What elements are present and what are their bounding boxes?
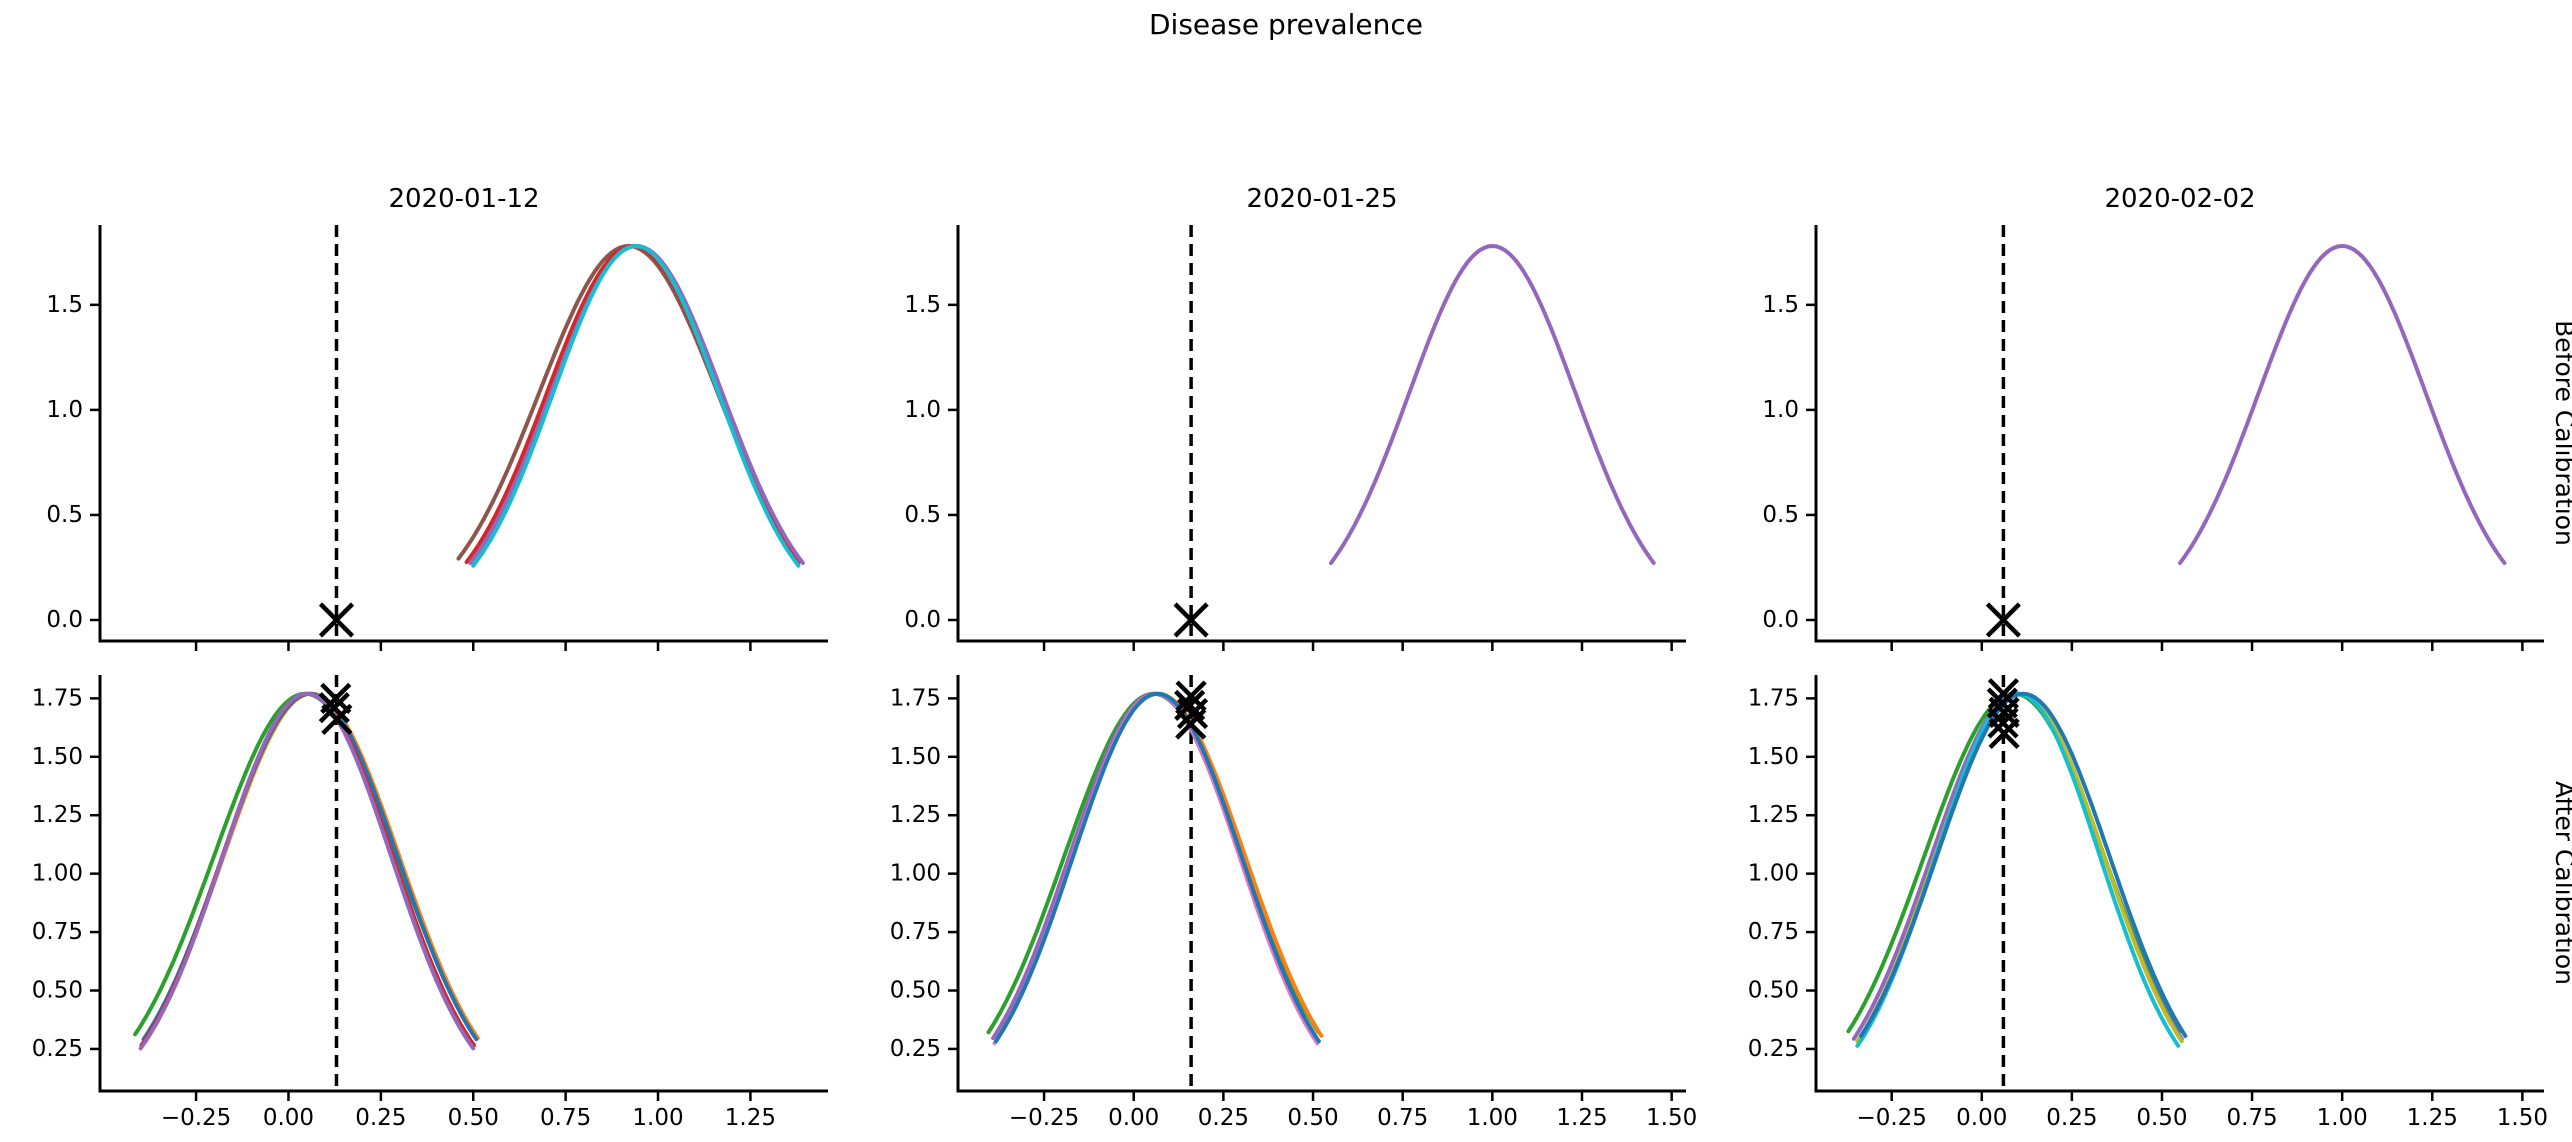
x-marker-3 [1175,708,1207,740]
y-tick-label: 1.00 [32,861,83,887]
x-tick-label: −0.25 [1856,1105,1926,1131]
x-marker-3 [1987,707,2019,739]
y-tick-label: 1.75 [1748,685,1799,711]
x-tick-label: 1.00 [2317,1105,2368,1131]
x-tick-label: 0.00 [263,1105,314,1131]
y-tick-label: 0.5 [904,502,941,528]
x-tick-label: 0.25 [1198,1105,1249,1131]
y-tick-label: 0.5 [46,502,83,528]
density-curve-3 [471,244,801,568]
subplot-after-2020-01-12: −0.25 0.00 0.25 0.50 0.75 1.00 1.25 0.25 0.50 0.7… [32,675,828,1131]
subplot-after-2020-01-25: −0.25 0.00 0.25 0.50 0.75 1.00 1.25 1.50 0.25 0.5… [890,675,1697,1131]
y-tick-label: 0.50 [890,978,941,1004]
density-curve-2 [141,691,479,1042]
subplot-title-2: 2020-01-25 [1246,184,1397,214]
x-tick-label: 0.75 [1377,1105,1428,1131]
y-tick-label: 0.25 [1748,1036,1799,1062]
x-tick-label: 1.25 [725,1105,776,1131]
x-tick-label: 0.25 [355,1105,406,1131]
y-tick-label: 1.00 [1748,861,1799,887]
y-tick-label: 1.75 [890,685,941,711]
y-tick-label: 0.25 [32,1036,83,1062]
x-tick-label: 0.75 [2226,1105,2277,1131]
x-tick-label: 0.25 [2046,1105,2097,1131]
x-marker-2 [1176,697,1209,730]
y-tick-label: 1.25 [32,802,83,828]
y-tick-label: 0.25 [890,1036,941,1062]
y-tick-label: 1.0 [1762,397,1799,423]
density-curve-0 [133,691,478,1037]
x-tick-label: −0.25 [161,1105,231,1131]
y-tick-label: 0.50 [1748,978,1799,1004]
y-tick-label: 0.50 [32,978,83,1004]
x-marker-1 [318,692,350,724]
row-label-after-calibration: After Calibration [2550,781,2572,985]
x-marker-0 [318,602,355,638]
density-curve-0 [1329,244,1656,565]
y-tick-label: 1.50 [890,744,941,770]
subplot-before-2020-01-25: 0.0 0.5 1.0 1.5 [904,225,1686,651]
y-tick-label: 1.50 [32,744,83,770]
x-tick-label: −0.25 [1009,1105,1079,1131]
subplot-title-1: 2020-01-12 [388,184,539,214]
density-curve-0 [986,691,1321,1035]
x-marker-0 [1173,602,1209,638]
x-tick-label: 0.00 [1956,1105,2007,1131]
y-tick-label: 1.25 [1748,802,1799,828]
density-curve-4 [138,691,476,1051]
density-curve-4 [1859,691,2188,1038]
y-tick-label: 0.5 [1762,502,1799,528]
y-tick-label: 1.5 [904,292,941,318]
y-tick-label: 1.5 [1762,292,1799,318]
x-tick-label: 0.50 [1287,1105,1338,1131]
y-tick-label: 1.5 [46,292,83,318]
y-tick-label: 0.0 [1762,607,1799,633]
subplot-before-2020-01-12: 0.0 0.5 1.0 1.5 [46,225,828,651]
density-curve-1 [143,691,480,1041]
y-tick-label: 1.0 [904,397,941,423]
x-tick-label: 1.50 [2497,1105,2548,1131]
y-tick-label: 1.75 [32,685,83,711]
x-tick-label: 0.50 [448,1105,499,1131]
y-tick-label: 1.25 [890,802,941,828]
x-tick-label: 0.75 [540,1105,591,1131]
subplot-after-2020-02-02: −0.25 0.00 0.25 0.50 0.75 1.00 1.25 1.50 0.25 0.5… [1748,675,2548,1131]
y-tick-label: 1.50 [1748,744,1799,770]
density-curve-3 [992,691,1320,1046]
x-marker-4 [1988,717,2020,750]
x-tick-label: 1.00 [1467,1105,1518,1131]
density-curve-0 [2178,244,2507,565]
y-tick-label: 0.0 [904,607,941,633]
density-curve-2 [468,244,805,565]
subplot-before-2020-02-02: 0.0 0.5 1.0 1.5 [1762,225,2544,651]
x-tick-label: 1.25 [1556,1105,1607,1131]
density-curve-4 [994,691,1321,1044]
x-marker-2 [321,703,353,735]
x-marker-0 [1985,602,2022,638]
x-tick-label: 0.00 [1108,1105,1159,1131]
figure-title: Disease prevalence [1148,8,1424,41]
density-curve-1 [464,244,802,565]
y-tick-label: 1.0 [46,397,83,423]
x-tick-label: 1.25 [2407,1105,2458,1131]
y-tick-label: 0.0 [46,607,83,633]
y-tick-label: 0.75 [1748,919,1799,945]
density-curve-2 [991,691,1318,1041]
subplot-title-3: 2020-02-02 [2104,184,2255,214]
x-tick-label: 1.00 [632,1105,683,1131]
density-curve-0 [456,244,801,561]
x-tick-label: 1.50 [1646,1105,1697,1131]
density-curve-1 [992,691,1324,1038]
y-tick-label: 1.00 [890,861,941,887]
y-tick-label: 0.75 [890,919,941,945]
x-tick-label: 0.50 [2136,1105,2187,1131]
y-tick-label: 0.75 [32,919,83,945]
density-curve-3 [139,691,476,1048]
row-label-before-calibration: Before Calibration [2550,320,2572,546]
